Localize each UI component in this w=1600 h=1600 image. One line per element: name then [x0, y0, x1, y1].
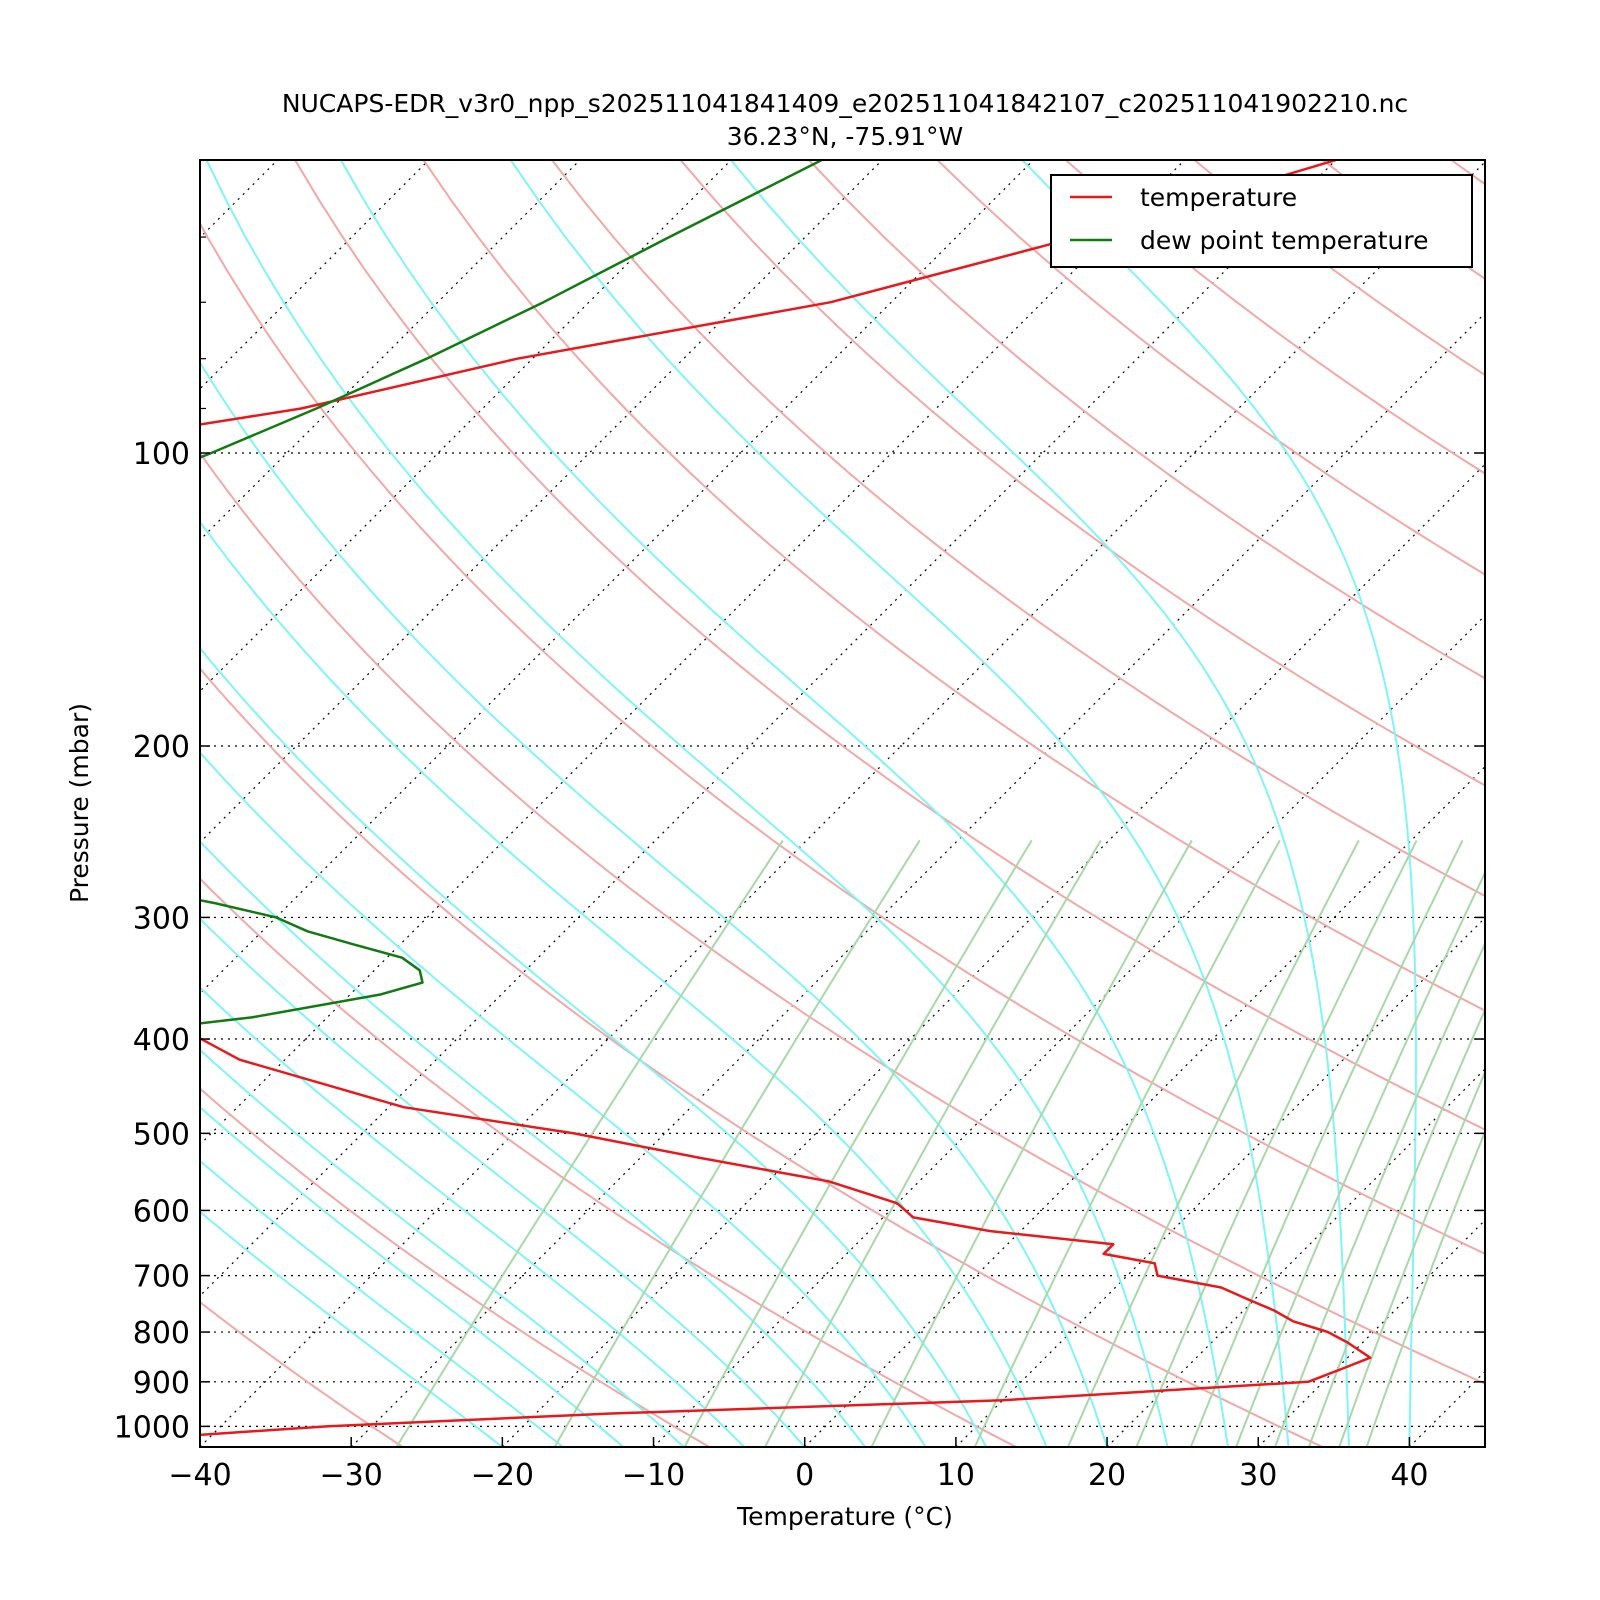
dewpoint-line — [200, 160, 823, 1025]
moist-adiabat-line — [200, 520, 1048, 1447]
dry-adiabat-line — [551, 160, 1485, 898]
dry-adiabat-line — [1322, 160, 1485, 280]
y-tick-label: 500 — [133, 1117, 190, 1152]
isotherm-line — [501, 463, 1485, 1447]
dry-adiabat-line — [200, 1300, 404, 1447]
mixing-ratio-line — [973, 839, 1281, 1447]
legend-label-temperature: temperature — [1140, 183, 1297, 212]
isotherm-line — [200, 161, 1485, 1447]
moist-adiabat-line — [200, 1210, 504, 1447]
moist-adiabat-line — [730, 160, 1350, 1447]
isotherm-line — [200, 160, 732, 692]
x-tick-label: 30 — [1239, 1458, 1277, 1493]
isotherm-line — [0, 160, 126, 1447]
mixing-ratio-line — [1338, 1069, 1485, 1447]
y-tick-label: 300 — [133, 901, 190, 936]
y-tick-label: 1000 — [114, 1410, 190, 1445]
moist-adiabat-line — [200, 751, 927, 1447]
isotherm-line — [1561, 160, 1600, 1447]
isotherm-line — [955, 917, 1485, 1447]
isotherm-line — [1408, 1370, 1485, 1447]
isotherm-line — [200, 160, 883, 844]
y-tick-label: 900 — [133, 1366, 190, 1401]
mixing-ratio-line — [1189, 839, 1464, 1447]
temperature-line — [200, 160, 1372, 1437]
x-tick-label: 0 — [795, 1458, 814, 1493]
isotherm-line — [200, 160, 1034, 995]
y-tick-label: 800 — [133, 1316, 190, 1351]
y-axis-label: Pressure (mbar) — [65, 703, 94, 903]
dry-adiabat-line — [422, 160, 1485, 1012]
x-tick-label: −30 — [320, 1458, 383, 1493]
moist-adiabat-line — [340, 160, 1229, 1447]
isotherm-line — [804, 765, 1485, 1447]
y-tick-label: 100 — [133, 437, 190, 472]
dry-adiabat-line — [1193, 160, 1485, 377]
x-tick-label: 20 — [1088, 1458, 1126, 1493]
mixing-ratio-line — [683, 839, 1033, 1447]
isotherm-line — [200, 160, 1186, 1146]
mixing-ratio-line — [1135, 839, 1418, 1447]
dry-adiabat-line — [200, 1087, 710, 1447]
moist-adiabat-line — [200, 986, 745, 1447]
moist-adiabat-line — [200, 917, 806, 1447]
mixing-ratio-line — [764, 839, 1102, 1447]
plot-frame — [199, 159, 1486, 1448]
grid-layer — [0, 160, 1600, 1447]
y-tick-label: 600 — [133, 1194, 190, 1229]
dry-adiabat-line — [1450, 160, 1485, 186]
moist-adiabat-line — [200, 1159, 564, 1447]
chart-title: NUCAPS-EDR_v3r0_npp_s202511041841409_e20… — [282, 89, 1408, 118]
dry-adiabat-line — [1580, 160, 1600, 1447]
moist-adiabat-line — [205, 160, 1169, 1447]
tick-layer: −40 −30 −20 −10 0 10 20 30 40 100 200 300 400 500 600 7… — [114, 236, 1485, 1493]
mixing-ratio-line — [553, 839, 921, 1447]
isotherm-line — [200, 160, 1337, 1297]
x-tick-label: 40 — [1390, 1458, 1428, 1493]
isotherm-line — [653, 614, 1485, 1447]
legend: temperature dew point temperature — [1050, 174, 1473, 268]
y-tick-label: 400 — [133, 1023, 190, 1058]
dry-adiabat-line — [200, 451, 1485, 1385]
x-tick-label: −20 — [471, 1458, 534, 1493]
chart-subtitle: 36.23°N, -75.91°W — [727, 122, 963, 151]
moist-adiabat-line — [200, 646, 987, 1447]
isotherm-line — [1257, 1219, 1485, 1447]
mixing-ratio-line — [1066, 839, 1360, 1447]
y-tick-label: 200 — [133, 730, 190, 765]
dry-adiabat-line — [200, 877, 1017, 1447]
x-tick-label: −40 — [168, 1458, 231, 1493]
moist-adiabat-line — [200, 1105, 624, 1447]
moist-adiabat-line — [509, 160, 1290, 1447]
dry-adiabat-line — [200, 667, 1324, 1447]
moist-adiabat-line — [200, 840, 866, 1447]
x-axis-label: Temperature (°C) — [736, 1502, 953, 1531]
mixing-ratio-line — [1273, 941, 1485, 1447]
y-tick-label: 700 — [133, 1260, 190, 1295]
legend-label-dewpoint: dew point temperature — [1140, 226, 1429, 255]
mixing-ratio-line — [870, 839, 1193, 1447]
series-layer — [200, 160, 1372, 1437]
mixing-ratio-line — [395, 839, 784, 1447]
x-tick-label: −10 — [622, 1458, 685, 1493]
mixing-ratio-line — [1365, 1129, 1485, 1447]
isotherm-line — [350, 312, 1485, 1447]
legend-box — [1050, 174, 1473, 268]
mixing-ratio-line — [1308, 1007, 1485, 1447]
mixing-ratio-line — [1235, 870, 1485, 1447]
dry-adiabat-line — [294, 160, 1485, 1131]
x-tick-label: 10 — [937, 1458, 975, 1493]
moist-adiabat-line — [200, 1048, 685, 1447]
moist-adiabat-line — [200, 360, 1109, 1447]
isotherm-line — [1106, 1068, 1485, 1447]
dry-adiabat-line — [200, 221, 1485, 1255]
dry-adiabat-line — [679, 160, 1485, 787]
